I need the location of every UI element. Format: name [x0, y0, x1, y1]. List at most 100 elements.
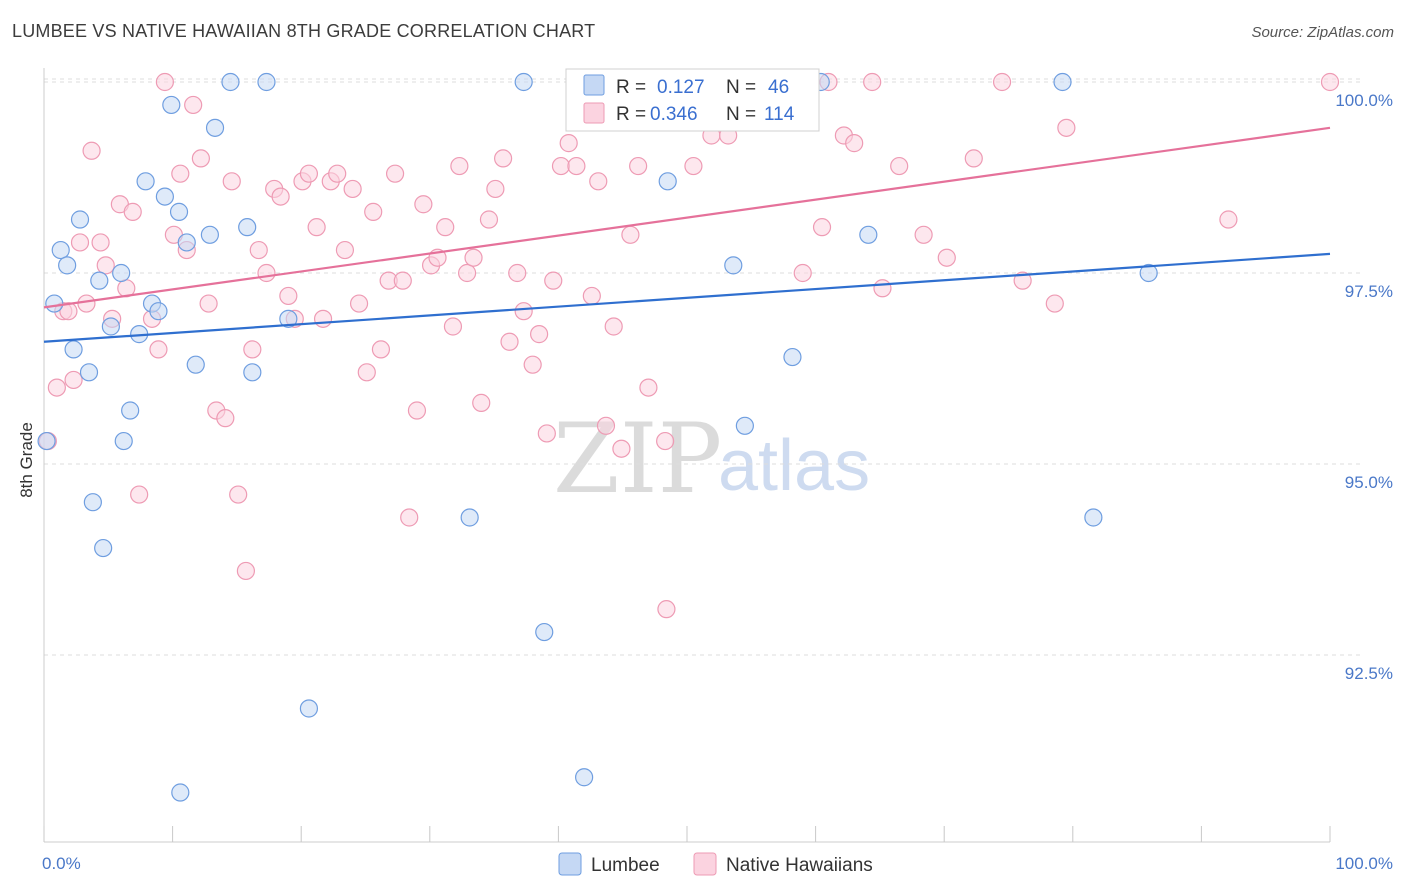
hawaiian-point-86	[684, 156, 703, 176]
hawaiian-point-97	[863, 72, 882, 92]
hawaiian-point-68	[523, 355, 542, 374]
hawaiian-point-101	[937, 248, 956, 267]
lumbee-point-0	[37, 431, 56, 451]
lumbee-point-39	[735, 416, 754, 435]
hawaiian-point-72	[551, 156, 571, 176]
x-tick-labels: 0.0% 100.0%	[42, 854, 1393, 873]
hawaiian-point-92	[793, 263, 812, 283]
hawaiian-point-83	[639, 378, 658, 397]
hawaiian-point-80	[612, 439, 631, 458]
hawaiian-point-107	[1219, 210, 1238, 229]
hawaiian-point-16	[149, 340, 168, 359]
hawaiian-point-23	[199, 294, 218, 313]
lumbee-point-43	[1053, 72, 1072, 92]
hawaiian-point-45	[357, 363, 376, 382]
hawaiian-point-46	[364, 202, 383, 221]
lumbee-point-45	[1139, 263, 1158, 283]
lumbee-point-30	[299, 699, 319, 718]
hawaiian-point-67	[514, 302, 533, 321]
hawaiian-point-82	[629, 156, 648, 176]
lumbee-point-44	[1084, 508, 1103, 527]
lumbee-bottom-label: Lumbee	[591, 855, 660, 876]
lumbee-trendline	[43, 252, 1331, 343]
hawaiian-point-77	[589, 172, 608, 191]
hawaiian-point-65	[500, 332, 519, 351]
lumbee-point-7	[83, 493, 102, 512]
hawaiian-point-5	[70, 233, 90, 252]
watermark-atlas: atlas	[718, 426, 870, 506]
hawaiian-r-value: 0.346	[650, 104, 698, 125]
hawaiian-n-value: 114	[764, 104, 795, 125]
hawaiian-point-93	[812, 218, 832, 237]
hawaiian-point-8	[91, 233, 110, 252]
lumbee-bottom-swatch	[558, 852, 582, 876]
chart-title: LUMBEE VS NATIVE HAWAIIAN 8TH GRADE CORR…	[12, 21, 596, 41]
hawaiian-point-37	[299, 164, 319, 183]
lumbee-point-17	[149, 302, 168, 321]
lumbee-point-32	[460, 508, 479, 527]
y-tick-label-1: 95.0%	[1345, 473, 1393, 492]
hawaiian-point-61	[472, 393, 491, 412]
hawaiian-point-31	[257, 263, 276, 283]
hawaiian-point-51	[400, 508, 419, 527]
lumbee-point-19	[162, 95, 181, 115]
lumbee-legend-swatch	[583, 74, 605, 96]
hawaiian-point-49	[385, 164, 405, 183]
hawaiian-point-52	[407, 401, 427, 420]
hawaiian-point-14	[130, 485, 149, 504]
hawaiian-point-30	[249, 240, 268, 260]
lumbee-point-37	[658, 172, 677, 191]
hawaiian-point-41	[328, 164, 347, 183]
hawaiian-point-79	[604, 317, 623, 336]
lumbee-point-40	[783, 347, 802, 367]
lumbee-point-2	[51, 240, 70, 260]
hawaiian-point-62	[479, 210, 499, 229]
hawaiian-point-44	[349, 294, 369, 313]
lumbee-point-25	[221, 72, 240, 92]
watermark: ZIP atlas	[553, 403, 870, 515]
lumbee-point-31	[171, 783, 190, 802]
lumbee-point-26	[238, 218, 257, 237]
hawaiian-bottom-label: Native Hawaiians	[726, 855, 873, 876]
lumbee-point-29	[279, 309, 298, 328]
hawaiian-bottom-swatch	[693, 852, 717, 876]
lumbee-point-10	[101, 317, 120, 336]
chart-source: Source: ZipAtlas.com	[1251, 24, 1394, 41]
hawaiian-r-label: R =	[616, 104, 646, 125]
hawaiian-point-25	[216, 409, 235, 428]
hawaiian-point-29	[243, 340, 262, 359]
hawaiian-point-63	[486, 179, 505, 199]
hawaiian-point-7	[82, 141, 101, 160]
hawaiian-point-60	[464, 248, 483, 267]
lumbee-r-label: R =	[616, 77, 646, 98]
lumbee-point-9	[94, 538, 113, 558]
hawaiian-point-64	[494, 149, 513, 168]
hawaiian-point-13	[123, 202, 142, 221]
lumbee-point-34	[535, 622, 554, 642]
hawaiian-point-3	[59, 302, 78, 321]
hawaiian-point-104	[1013, 271, 1032, 290]
hawaiian-point-99	[890, 156, 909, 176]
hawaiian-point-4	[64, 370, 83, 390]
hawaiian-point-28	[236, 561, 256, 581]
hawaiian-point-76	[582, 286, 601, 306]
lumbee-point-11	[112, 263, 131, 283]
lumbee-point-33	[514, 72, 533, 92]
lumbee-point-42	[859, 225, 878, 244]
hawaiian-point-98	[873, 279, 892, 298]
hawaiian-point-78	[596, 416, 616, 435]
hawaiian-point-17	[155, 72, 174, 92]
lumbee-point-27	[243, 363, 262, 382]
hawaiian-point-58	[450, 156, 469, 176]
hawaiian-point-109	[657, 600, 676, 619]
hawaiian-legend-swatch	[583, 102, 605, 124]
hawaiian-point-100	[914, 225, 933, 244]
y-tick-label-2: 97.5%	[1345, 282, 1393, 301]
lumbee-point-12	[114, 431, 133, 451]
hawaiian-point-103	[992, 72, 1012, 92]
y-tick-label-0: 92.5%	[1345, 664, 1393, 683]
hawaiian-point-1	[47, 378, 66, 397]
lumbee-point-3	[58, 256, 77, 275]
hawaiian-point-108	[1320, 72, 1340, 92]
y-tick-label-3: 100.0%	[1335, 91, 1393, 110]
